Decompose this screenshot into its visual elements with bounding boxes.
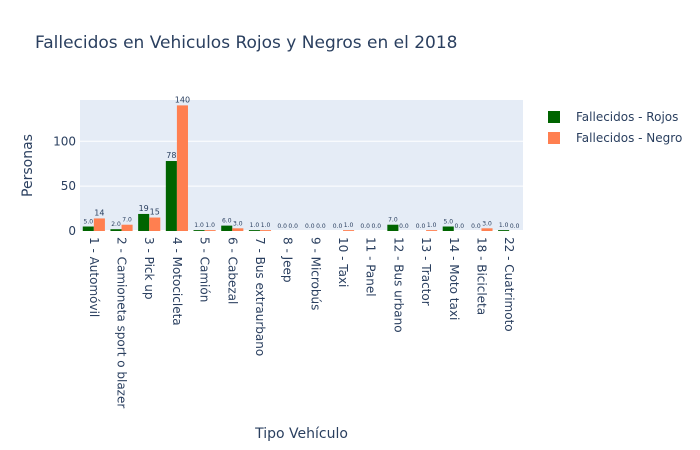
x-tick-label: 14 - Moto taxi (447, 237, 461, 320)
legend-label-rojos: Fallecidos - Rojos (576, 109, 679, 124)
bar-rojos (248, 230, 260, 231)
bar-rojos (82, 226, 94, 231)
data-label: 0.0 (316, 223, 326, 230)
data-label: 1.0 (261, 222, 271, 229)
x-tick-label: 22 - Cuatrimoto (502, 237, 516, 332)
data-label: 1.0 (427, 222, 437, 229)
x-tick-label: 2 - Camioneta sport o blazer (115, 237, 129, 408)
data-label: 3.0 (482, 220, 492, 227)
bar-rojos (387, 224, 399, 231)
x-axis-title: Tipo Vehículo (254, 426, 348, 442)
data-label: 0.0 (305, 223, 315, 230)
data-label: 19 (139, 204, 149, 213)
data-label: 3.0 (233, 220, 243, 227)
data-label: 1.0 (344, 222, 354, 229)
x-tick-label: 12 - Bus urbano (391, 237, 405, 333)
x-tick-label: 10 - Taxi (336, 237, 350, 287)
data-label: 0.0 (455, 223, 465, 230)
data-label: 5.0 (443, 219, 453, 226)
x-tick-label: 5 - Camión (198, 237, 212, 302)
legend-item-negro[interactable]: Fallecidos - Negro (546, 127, 682, 148)
bar-negro (426, 230, 438, 231)
data-label: 0.0 (471, 223, 481, 230)
data-label: 78 (166, 151, 176, 160)
legend-swatch-rojos (548, 110, 560, 123)
bar-rojos (221, 225, 233, 231)
data-label: 0.0 (510, 223, 520, 230)
x-tick-label: 6 - Cabezal (225, 237, 239, 304)
x-tick-label: 3 - Pick up (142, 237, 156, 299)
data-label: 0.0 (277, 223, 287, 230)
data-label: 1.0 (194, 222, 204, 229)
y-axis-title: Personas (20, 134, 36, 197)
bar-rojos (165, 161, 177, 231)
bar-negro (481, 228, 493, 231)
bar-negro (149, 217, 161, 231)
data-label: 1.0 (250, 222, 260, 229)
bar-negro (204, 230, 216, 231)
data-label: 0.0 (416, 223, 426, 230)
data-label: 0.0 (333, 223, 343, 230)
data-label: 0.0 (360, 223, 370, 230)
legend-swatch-negro (548, 131, 560, 144)
bar-negro (259, 230, 272, 231)
data-label: 7.0 (122, 217, 132, 224)
legend-label-negro: Fallecidos - Negro (576, 130, 683, 145)
data-label: 140 (175, 95, 190, 104)
bar-negro (232, 228, 244, 231)
plot-background (80, 100, 523, 231)
data-label: 0.0 (399, 223, 409, 230)
x-tick-label: 1 - Automóvil (87, 237, 101, 317)
y-tick-label: 0 (68, 224, 76, 238)
data-label: 5.0 (84, 219, 94, 226)
bar-rojos (442, 226, 454, 231)
data-label: 15 (150, 208, 160, 217)
bar-rojos (110, 229, 122, 231)
bar-rojos (193, 230, 205, 231)
data-label: 7.0 (388, 217, 398, 224)
data-label: 6.0 (222, 218, 232, 225)
bar-rojos (138, 213, 150, 231)
data-label: 2.0 (111, 221, 121, 228)
data-label: 0.0 (288, 223, 298, 230)
x-tick-label: 8 - Jeep (281, 237, 295, 283)
chart-title: Fallecidos en Vehiculos Rojos y Negros e… (35, 33, 458, 53)
x-tick-label: 11 - Panel (364, 237, 378, 297)
data-label: 14 (94, 208, 104, 217)
x-tick-label: 9 - Microbús (308, 237, 322, 310)
bar-negro (93, 218, 105, 231)
y-tick-label: 50 (61, 179, 76, 193)
bar-negro (176, 105, 188, 231)
x-tick-label: 18 - Bicicleta (474, 237, 488, 315)
bar-negro (121, 224, 133, 231)
data-label: 1.0 (205, 222, 215, 229)
legend-item-rojos[interactable]: Fallecidos - Rojos (546, 106, 682, 127)
legend: Fallecidos - Rojos Fallecidos - Negro (546, 106, 682, 148)
x-tick-label: 4 - Motocicleta (170, 237, 184, 326)
x-tick-label: 7 - Bus extraurbano (253, 237, 267, 356)
y-tick-label: 100 (53, 134, 76, 148)
data-label: 0.0 (371, 223, 381, 230)
bar-negro (343, 230, 355, 231)
x-tick-label: 13 - Tractor (419, 237, 433, 306)
data-label: 1.0 (499, 222, 509, 229)
bar-rojos (498, 230, 510, 231)
